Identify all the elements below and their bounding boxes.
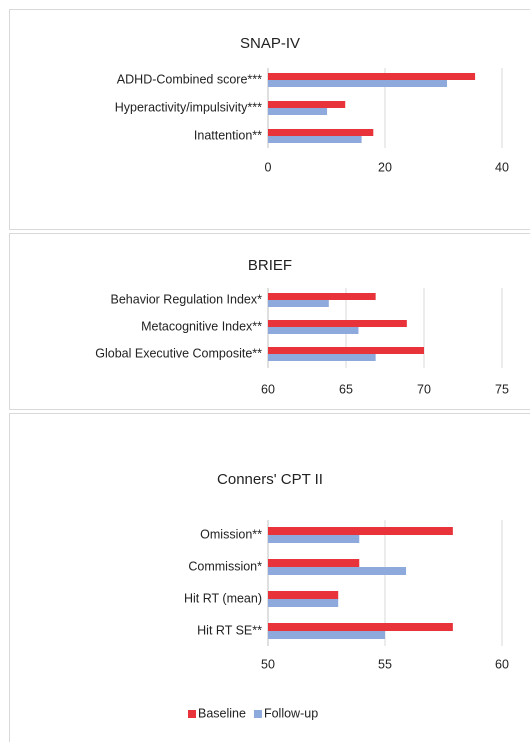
legend-label: Follow-up: [264, 706, 318, 720]
x-tick-label: 75: [495, 382, 509, 396]
x-tick-label: 60: [495, 657, 509, 671]
category-label: ADHD-Combined score***: [117, 72, 262, 86]
legend-label: Baseline: [198, 706, 246, 720]
bar: [268, 559, 360, 567]
bar: [268, 631, 385, 639]
x-tick-label: 40: [495, 160, 509, 174]
category-label: Omission**: [200, 527, 262, 541]
bar: [268, 623, 453, 631]
category-label: Metacognitive Index**: [141, 319, 262, 333]
x-tick-label: 65: [339, 382, 353, 396]
chart-title: Conners' CPT II: [217, 471, 323, 488]
bar: [268, 527, 453, 535]
legend-swatch: [188, 710, 196, 718]
panel: [9, 233, 530, 410]
category-label: Commission*: [188, 559, 262, 573]
category-label: Hit RT SE**: [197, 623, 262, 637]
bar: [268, 73, 476, 80]
x-tick-label: 0: [265, 160, 272, 174]
bar: [268, 108, 328, 115]
bar: [268, 591, 339, 599]
bar: [268, 101, 346, 108]
x-tick-label: 20: [378, 160, 392, 174]
category-label: Hit RT (mean): [184, 591, 262, 605]
bar: [268, 599, 339, 607]
chart-title: SNAP-IV: [240, 35, 300, 52]
chart-title: BRIEF: [248, 257, 292, 274]
category-label: Behavior Regulation Index*: [111, 292, 263, 306]
bar: [268, 129, 374, 136]
bar: [268, 535, 360, 543]
bar: [268, 80, 448, 87]
bar: [268, 320, 407, 327]
panel: [9, 9, 530, 230]
panel: [9, 413, 530, 742]
bar: [268, 347, 424, 354]
category-label: Global Executive Composite**: [95, 346, 262, 360]
bar: [268, 567, 407, 575]
bar: [268, 293, 376, 300]
bar: [268, 354, 376, 361]
legend-swatch: [253, 710, 262, 718]
bar: [268, 327, 359, 334]
category-label: Inattention**: [194, 128, 262, 142]
category-label: Hyperactivity/impulsivity***: [115, 100, 262, 114]
x-tick-label: 70: [417, 382, 431, 396]
x-tick-label: 55: [378, 657, 392, 671]
x-tick-label: 60: [261, 382, 275, 396]
bar: [268, 300, 329, 307]
bar: [268, 136, 362, 143]
x-tick-label: 50: [261, 657, 275, 671]
